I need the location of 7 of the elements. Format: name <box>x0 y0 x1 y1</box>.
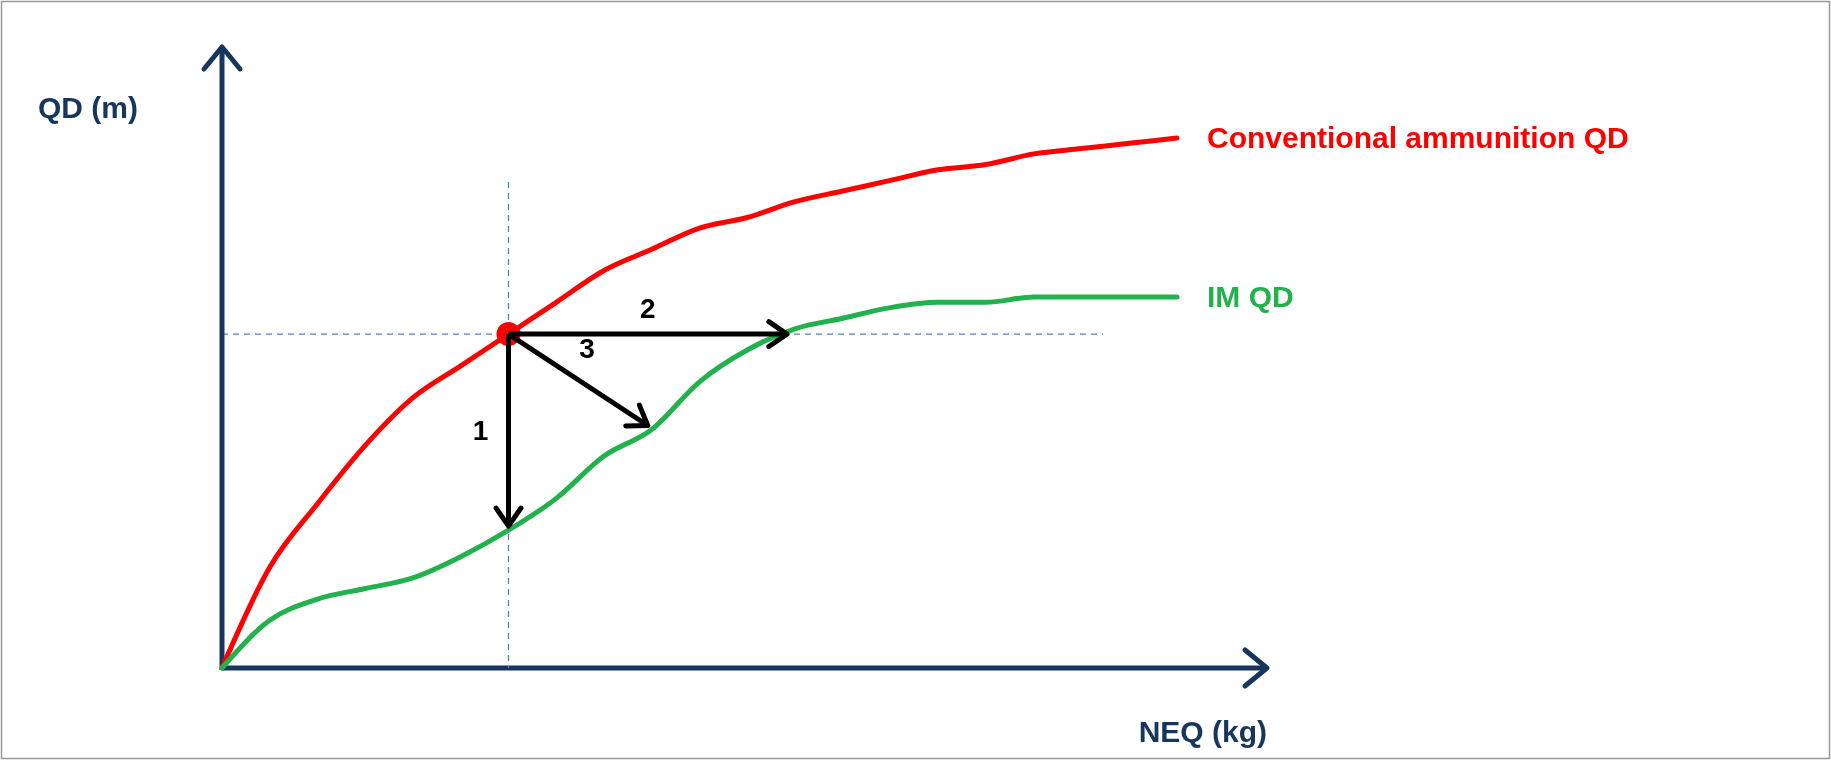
annotation: 1 <box>472 415 489 447</box>
y-axis-title: QD (m) <box>38 91 138 124</box>
annotation: 2 <box>639 293 656 325</box>
x-axis-title: NEQ (kg) <box>1138 715 1267 748</box>
series-label: Conventional ammunition QD <box>1207 121 1629 154</box>
series-label: IM QD <box>1207 280 1294 313</box>
annotation: 3 <box>579 333 595 365</box>
